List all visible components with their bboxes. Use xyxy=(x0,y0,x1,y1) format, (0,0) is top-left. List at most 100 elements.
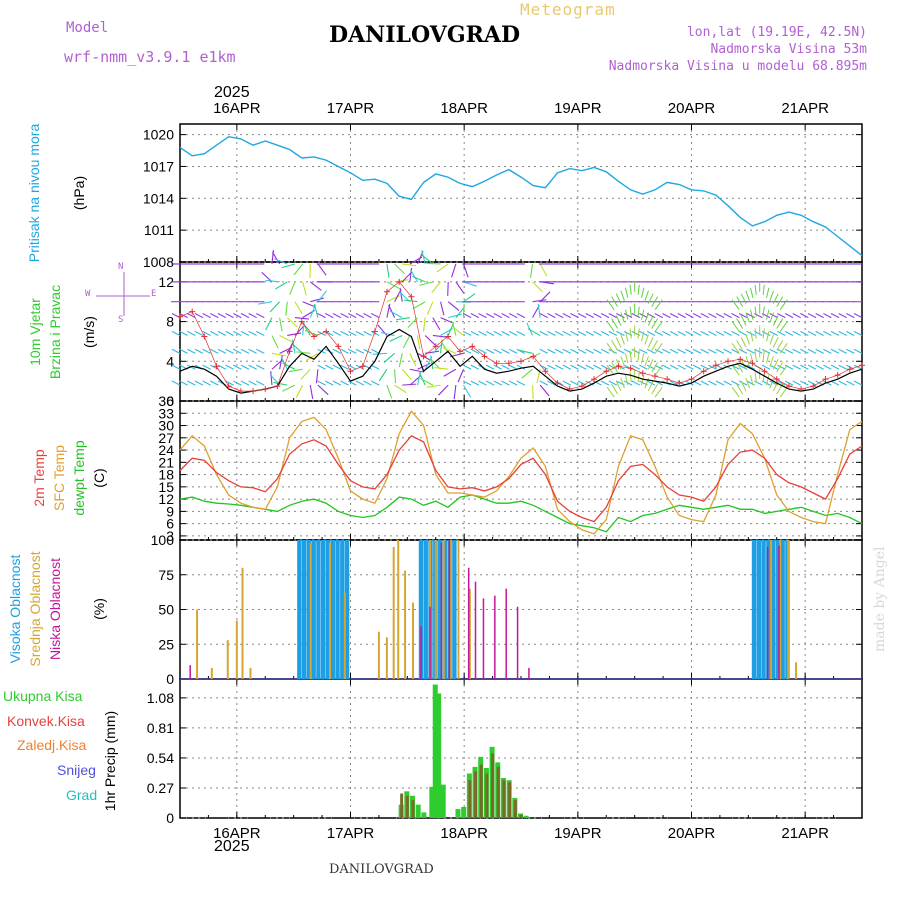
wind-burst xyxy=(654,321,663,332)
wind-arrow xyxy=(532,305,540,318)
low-cloud-bar xyxy=(474,581,477,679)
high-cloud-bar xyxy=(340,540,345,679)
wind-arrow xyxy=(431,281,441,294)
wind-burst xyxy=(654,299,663,310)
wind-arrow xyxy=(291,343,303,354)
wind-arrow xyxy=(777,330,786,336)
wind-arrow xyxy=(288,368,303,373)
wind-arrow xyxy=(731,330,740,336)
low-cloud-bar xyxy=(505,588,507,679)
wind-arrow xyxy=(516,348,526,354)
wind-arrow xyxy=(623,348,633,354)
wind-arrow xyxy=(233,380,242,386)
wind-arrow xyxy=(631,348,641,354)
high-cloud-bar xyxy=(297,540,302,679)
wind-arrow xyxy=(455,306,466,318)
wind-arrow xyxy=(452,326,464,336)
wind-burst xyxy=(779,321,788,332)
wind-arrow xyxy=(823,330,832,336)
wind-burst xyxy=(740,359,747,370)
wind-arrow xyxy=(562,313,572,319)
wind-burst xyxy=(779,343,788,354)
mid-cloud-bar xyxy=(434,540,437,679)
wind-arrow xyxy=(539,348,549,354)
wind-burst xyxy=(615,337,622,348)
wind-arrow xyxy=(501,313,510,319)
wind-arrow xyxy=(838,364,847,370)
y-tick-label: 8 xyxy=(166,314,174,330)
wind-arrow xyxy=(738,348,748,354)
wind-arrow xyxy=(287,332,302,337)
wind-arrow xyxy=(370,348,380,354)
wind-arrow xyxy=(217,348,227,354)
wind-burst xyxy=(644,312,649,323)
high-cloud-bar xyxy=(316,540,321,679)
wind-burst xyxy=(620,334,625,345)
day-label-top: 19APR xyxy=(554,100,602,117)
y-tick-label: 25 xyxy=(158,636,174,652)
high-cloud-bar xyxy=(335,540,340,679)
wind-arrow xyxy=(792,364,801,370)
day-label-top: 18APR xyxy=(440,100,488,117)
mid-cloud-bar xyxy=(196,609,199,679)
y-tick-label: 0.27 xyxy=(147,780,174,796)
high-cloud-bar xyxy=(780,540,785,679)
legend-conv-rain: Konvek.Kisa xyxy=(7,713,85,729)
high-cloud-bar xyxy=(325,540,331,679)
wind-burst xyxy=(769,334,775,345)
wind-burst xyxy=(611,318,619,329)
wind-arrow xyxy=(313,303,319,318)
wind-arrow xyxy=(715,330,725,336)
wind-burst xyxy=(779,364,788,376)
wind-arrow xyxy=(332,313,342,319)
wind-arrow xyxy=(302,301,316,308)
wind-arrow xyxy=(171,380,181,386)
mid-cloud-bar xyxy=(343,592,346,679)
wind-burst xyxy=(749,287,754,298)
wind-burst xyxy=(769,377,775,389)
wind-burst xyxy=(736,318,744,329)
wind-arrow xyxy=(738,380,748,386)
wind-arrow xyxy=(608,330,618,336)
wind-arrow xyxy=(324,313,334,319)
wind-burst xyxy=(624,374,629,386)
wind-arrow xyxy=(700,313,709,319)
dewpt-line xyxy=(179,494,863,533)
wind-arrow xyxy=(554,348,564,354)
low-cloud-bar xyxy=(528,667,530,679)
wind-arrow xyxy=(417,335,421,350)
wind-arrow xyxy=(692,330,702,336)
wind-arrow xyxy=(815,348,824,354)
compass-north: N xyxy=(118,262,124,272)
wind-arrow xyxy=(478,313,487,319)
wind-arrow xyxy=(530,263,534,278)
wind-arrow xyxy=(432,334,447,338)
wind-arrow xyxy=(623,313,633,319)
wind-arrow xyxy=(202,364,211,370)
gust-marker xyxy=(859,362,865,369)
wind-arrow xyxy=(485,330,495,336)
wind-arrow xyxy=(418,372,426,386)
wind-burst xyxy=(762,350,765,361)
wind-burst xyxy=(606,343,615,354)
wind-arrow xyxy=(677,364,687,370)
sfc-temp-line xyxy=(179,410,863,535)
wind-arrow xyxy=(547,313,556,319)
wind-arrow xyxy=(708,313,717,319)
wind-burst xyxy=(736,340,744,351)
wind-arrow xyxy=(769,330,778,336)
wind-arrow xyxy=(585,348,595,354)
wind-arrow xyxy=(547,330,556,336)
footer-station: DANILOVGRAD xyxy=(329,862,434,877)
wind-burst xyxy=(749,309,754,320)
wind-arrow xyxy=(403,299,418,303)
y-tick-label: 33 xyxy=(158,405,174,421)
wind-arrow xyxy=(715,348,725,354)
y-tick-label: 6 xyxy=(166,516,174,532)
wind-arrow xyxy=(792,313,801,319)
wind-arrow xyxy=(422,317,426,332)
wind-arrow xyxy=(315,369,319,384)
wind-arrow xyxy=(593,313,602,319)
wind-arrow xyxy=(600,380,610,386)
wind-arrow xyxy=(401,368,412,381)
